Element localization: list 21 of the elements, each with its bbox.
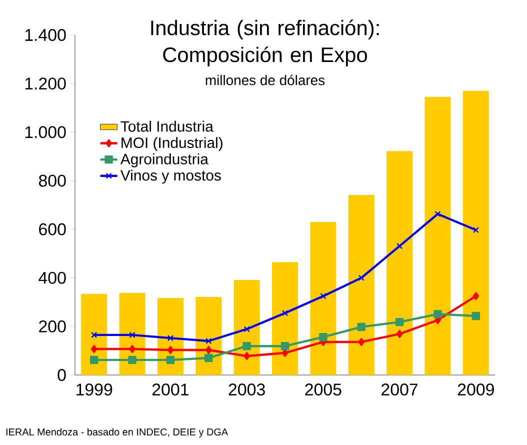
y-tick-label: 600: [39, 223, 66, 236]
y-tick-label: 1.000: [25, 126, 66, 138]
y-tick-label: 1.400: [25, 29, 66, 41]
text: IERAL Mendoza - basado en INDEC, DEIE y DGA: [6, 428, 228, 438]
x-tick-label: 2005: [305, 384, 342, 396]
x-tick-label: 2001: [152, 384, 188, 396]
chart-title: Industria (sin refinación): Composición en Expo: [151, 20, 379, 66]
legend-label: MOI (Industrial): [122, 137, 222, 152]
x-tick-label: 1999: [76, 384, 112, 396]
legend-label: Agroindustria: [120, 153, 208, 168]
y-tick-label: 800: [38, 174, 66, 187]
y-tick-label: 1.200: [25, 78, 66, 90]
text: millones de dólares: [206, 74, 325, 86]
legend-label: Vinos y mostos: [120, 170, 221, 184]
x-tick-label: 2003: [228, 384, 265, 396]
x-tick-label: 2007: [382, 384, 418, 396]
y-tick-label: 400: [38, 272, 66, 284]
y-tick-label: 200: [39, 320, 66, 332]
x-tick-label: 2009: [458, 384, 494, 396]
legend-label: Total Industria: [120, 120, 214, 132]
y-tick-label: 0: [58, 369, 66, 381]
